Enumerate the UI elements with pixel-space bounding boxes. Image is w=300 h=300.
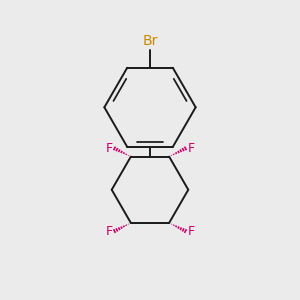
Text: F: F [105, 142, 112, 155]
Text: Br: Br [142, 34, 158, 48]
Text: F: F [105, 225, 112, 238]
Text: F: F [188, 142, 195, 155]
Text: F: F [188, 225, 195, 238]
